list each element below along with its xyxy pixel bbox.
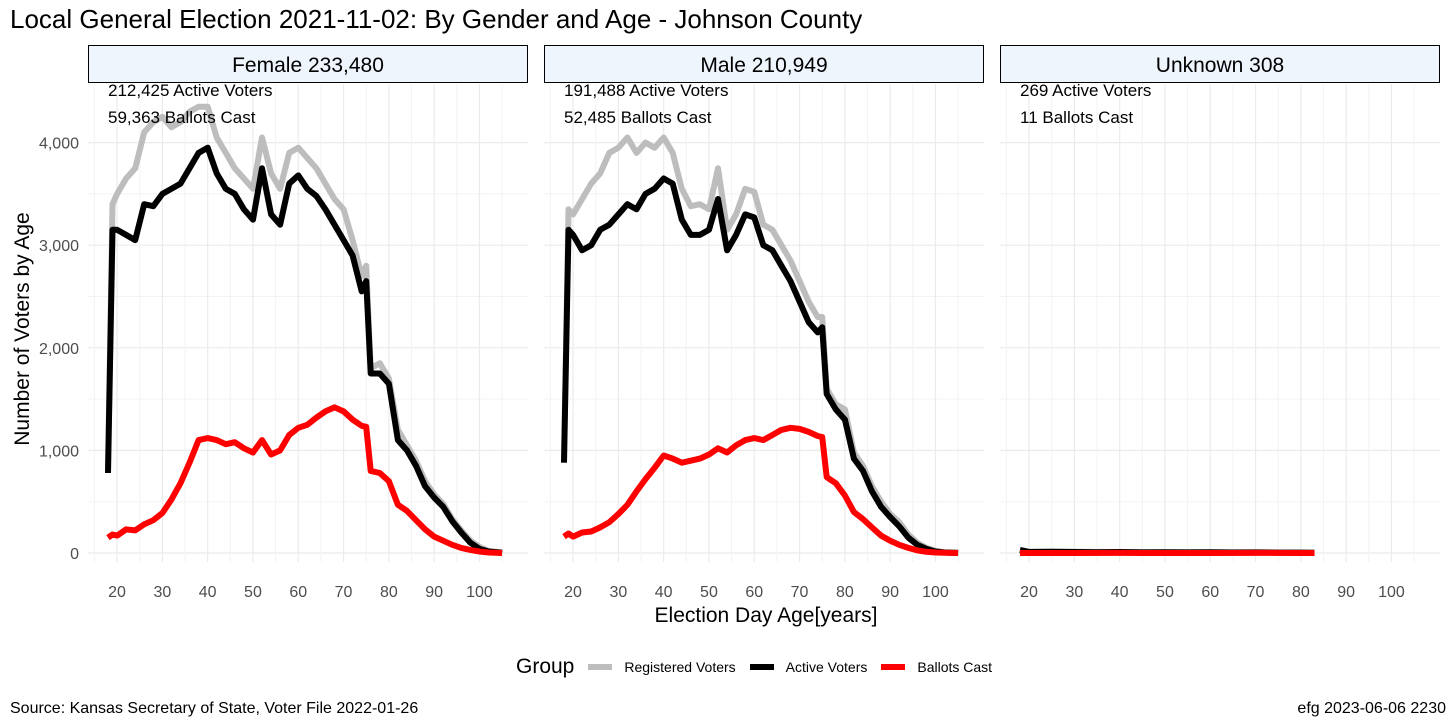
x-tick-label: 50 (244, 584, 262, 601)
x-tick-label: 80 (1292, 584, 1310, 601)
facet-strip (1000, 45, 1440, 83)
x-tick-label: 70 (335, 584, 353, 601)
facet-strip-label: Female 233,480 (232, 54, 384, 77)
legend-label-ballots: Ballots Cast (917, 659, 993, 675)
panels-layer: Female 233,480 212,425 Active Voters 59,36… (39, 45, 1440, 601)
x-tick-label: 100 (922, 584, 949, 601)
x-tick-label: 30 (153, 584, 171, 601)
panel-3: Unknown 308 269 Active Voters 11 Ballots C… (1000, 45, 1440, 601)
x-tick-label: 50 (1156, 584, 1174, 601)
panel-annotation: 269 Active Voters (1020, 81, 1151, 100)
y-tick-label: 3,000 (39, 238, 79, 255)
chart-title: Local General Election 2021-11-02: By Ge… (10, 4, 863, 34)
x-tick-label: 60 (1201, 584, 1219, 601)
y-tick-label: 4,000 (39, 136, 79, 153)
y-tick-label: 0 (70, 546, 79, 563)
series-line-registered-voters (561, 134, 959, 556)
x-tick-label: 90 (1337, 584, 1355, 601)
x-tick-label: 100 (1378, 584, 1405, 601)
legend-key-active (749, 664, 774, 670)
panel-annotation: 11 Ballots Cast (1020, 108, 1133, 127)
x-tick-label: 20 (108, 584, 126, 601)
x-tick-label: 90 (881, 584, 899, 601)
x-tick-label: 80 (380, 584, 398, 601)
x-tick-label: 20 (1020, 584, 1038, 601)
x-tick-label: 60 (289, 584, 307, 601)
x-tick-label: 70 (1247, 584, 1265, 601)
legend: Group Registered Voters Active Voters Ba… (516, 655, 1006, 679)
x-tick-label: 100 (466, 584, 493, 601)
x-tick-label: 40 (1111, 584, 1129, 601)
legend-item-active: Active Voters (749, 659, 868, 675)
legend-title: Group (516, 655, 575, 678)
x-tick-label: 60 (745, 584, 763, 601)
series-line-active-voters (561, 175, 959, 556)
panel-1: Female 233,480 212,425 Active Voters 59,36… (88, 45, 528, 601)
x-tick-label: 90 (425, 584, 443, 601)
facet-strip-label: Unknown 308 (1156, 54, 1284, 77)
x-axis-title: Election Day Age[years] (655, 604, 878, 627)
panel-2: Male 210,949 191,488 Active Voters 52,485 … (544, 45, 984, 601)
y-axis-title: Number of Voters by Age (11, 212, 34, 445)
facet-strip-label: Male 210,949 (700, 54, 827, 77)
x-tick-label: 30 (1065, 584, 1083, 601)
series-line-registered-voters (105, 103, 503, 556)
y-tick-label: 1,000 (39, 443, 79, 460)
panel-annotation: 212,425 Active Voters (108, 81, 272, 100)
x-tick-label: 70 (791, 584, 809, 601)
legend-label-active: Active Voters (785, 659, 868, 675)
series-line-active-voters (105, 144, 503, 556)
facet-strip (88, 45, 528, 83)
legend-key-registered (588, 664, 613, 670)
x-tick-label: 50 (700, 584, 718, 601)
facet-strip (544, 45, 984, 83)
panel-annotation: 191,488 Active Voters (564, 81, 728, 100)
legend-label-registered: Registered Voters (624, 659, 736, 675)
panel-annotation: 59,363 Ballots Cast (108, 108, 256, 127)
faceted-line-chart: Female 233,480 212,425 Active Voters 59,36… (11, 45, 1440, 627)
legend-item-registered: Registered Voters (588, 659, 736, 675)
x-tick-label: 20 (564, 584, 582, 601)
x-tick-label: 40 (199, 584, 217, 601)
source-caption: Source: Kansas Secretary of State, Voter… (10, 700, 419, 717)
legend-item-ballots: Ballots Cast (881, 659, 992, 675)
x-tick-label: 40 (655, 584, 673, 601)
series-line-ballots-cast (106, 404, 503, 556)
y-tick-label: 2,000 (39, 341, 79, 358)
credit-caption: efg 2023-06-06 2230 (1297, 700, 1446, 717)
series-line-ballots-cast (562, 424, 959, 556)
legend-key-ballots (881, 664, 906, 670)
x-tick-label: 30 (609, 584, 627, 601)
x-tick-label: 80 (836, 584, 854, 601)
panel-annotation: 52,485 Ballots Cast (564, 108, 712, 127)
